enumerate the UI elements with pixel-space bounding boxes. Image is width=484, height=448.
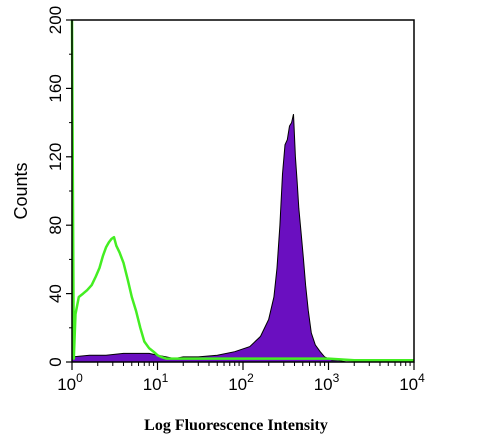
plot-frame (71, 19, 415, 363)
series-layer (70, 19, 414, 363)
series-histogram-line (70, 19, 414, 362)
x-tick-label: 100 (57, 371, 83, 394)
x-axis: 100 101 102 103 104 (57, 362, 425, 394)
x-tick-label: 102 (228, 371, 254, 394)
y-axis-title: Counts (11, 162, 31, 219)
x-tick-label: 103 (314, 371, 340, 394)
y-tick-label: 160 (46, 74, 65, 102)
y-tick-label: 200 (46, 6, 65, 34)
y-tick-label: 40 (46, 284, 65, 303)
y-tick-label: 120 (46, 143, 65, 171)
y-axis: 0 40 80 120 160 200 (46, 6, 72, 367)
x-tick-label: 104 (399, 371, 425, 394)
x-tick-label: 101 (143, 371, 169, 394)
y-tick-label: 80 (46, 216, 65, 235)
x-axis-title: Log Fluorescence Intensity (144, 417, 328, 434)
y-tick-label: 0 (46, 357, 65, 366)
